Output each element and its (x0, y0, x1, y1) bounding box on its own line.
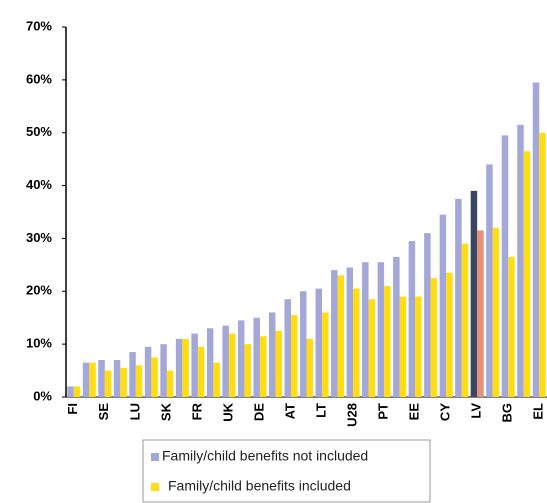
bar (244, 344, 251, 397)
bar (160, 344, 167, 397)
legend-label: Family/child benefits included (168, 478, 351, 494)
x-tick-label: U28 (344, 403, 359, 427)
x-tick-label: BG (500, 403, 515, 423)
bar (213, 362, 220, 397)
bar (315, 288, 323, 397)
bar (408, 241, 416, 397)
bar (461, 243, 469, 397)
x-tick-label: EE (407, 403, 422, 421)
bar (290, 315, 298, 397)
bar (430, 278, 438, 397)
x-tick-label: CY (438, 403, 453, 421)
bar (446, 272, 453, 397)
bar (253, 317, 260, 397)
bar (455, 198, 462, 397)
x-tick-label: FR (189, 402, 204, 420)
bar (259, 336, 267, 397)
bar (384, 286, 391, 397)
x-tick-label: LT (313, 403, 328, 418)
bar (268, 312, 276, 397)
legend-swatch (151, 483, 159, 491)
bar (67, 386, 74, 397)
bar (477, 230, 484, 397)
bar (362, 262, 369, 397)
bar (415, 296, 422, 397)
bar (424, 233, 431, 397)
bar (377, 262, 385, 397)
x-tick-label: PT (376, 403, 391, 420)
legend-label: Family/child benefits not included (162, 448, 368, 464)
x-tick-label: SE (96, 403, 111, 421)
x-tick-label: LV (469, 403, 484, 419)
bar (222, 325, 229, 397)
bar (539, 132, 546, 397)
bar (191, 333, 198, 397)
bar (206, 328, 214, 397)
bar (353, 288, 360, 397)
bar (175, 338, 183, 397)
bar (368, 299, 376, 397)
bar (135, 365, 143, 397)
bar (306, 338, 313, 397)
bar (337, 275, 345, 397)
bar (151, 357, 158, 397)
y-tick-label: 0% (33, 388, 52, 403)
bar (89, 362, 96, 397)
x-tick-label: FI (65, 403, 80, 415)
bar (237, 320, 245, 397)
bar (508, 256, 515, 397)
bar (228, 333, 236, 397)
bar (182, 338, 189, 397)
bar (501, 135, 509, 397)
bar (120, 367, 127, 397)
bar (532, 82, 540, 397)
bar (113, 360, 121, 397)
bar (82, 362, 90, 397)
bar (331, 270, 338, 397)
legend-box (142, 439, 431, 503)
bar (144, 346, 152, 397)
bar (523, 151, 531, 397)
bar (197, 346, 205, 397)
x-tick-label: AT (282, 403, 297, 419)
y-tick-label: 30% (26, 230, 52, 245)
bar (98, 360, 105, 397)
x-tick-label: EL (531, 403, 546, 420)
y-tick-label: 70% (26, 18, 52, 33)
bar (346, 267, 354, 397)
bar (300, 291, 307, 397)
y-tick-label: 10% (26, 336, 52, 351)
bar (166, 370, 174, 397)
y-tick-label: 60% (26, 71, 52, 86)
bar (129, 352, 136, 397)
bar (517, 124, 524, 398)
bar (486, 164, 493, 397)
bar (492, 227, 500, 397)
y-tick-label: 40% (26, 177, 52, 192)
bar (393, 256, 400, 397)
x-tick-label: LU (127, 403, 142, 420)
bar (322, 312, 329, 397)
x-tick-label: DE (251, 403, 266, 421)
bar (275, 330, 282, 397)
bar (470, 190, 478, 397)
bar (439, 214, 447, 397)
x-tick-label: UK (220, 402, 235, 421)
y-tick-label: 20% (26, 283, 52, 298)
bar (399, 296, 407, 397)
legend-swatch (151, 453, 159, 461)
bar (284, 299, 291, 397)
bar (104, 370, 112, 397)
x-tick-label: SK (158, 402, 173, 421)
bar (73, 386, 81, 397)
y-tick-label: 50% (26, 124, 52, 139)
